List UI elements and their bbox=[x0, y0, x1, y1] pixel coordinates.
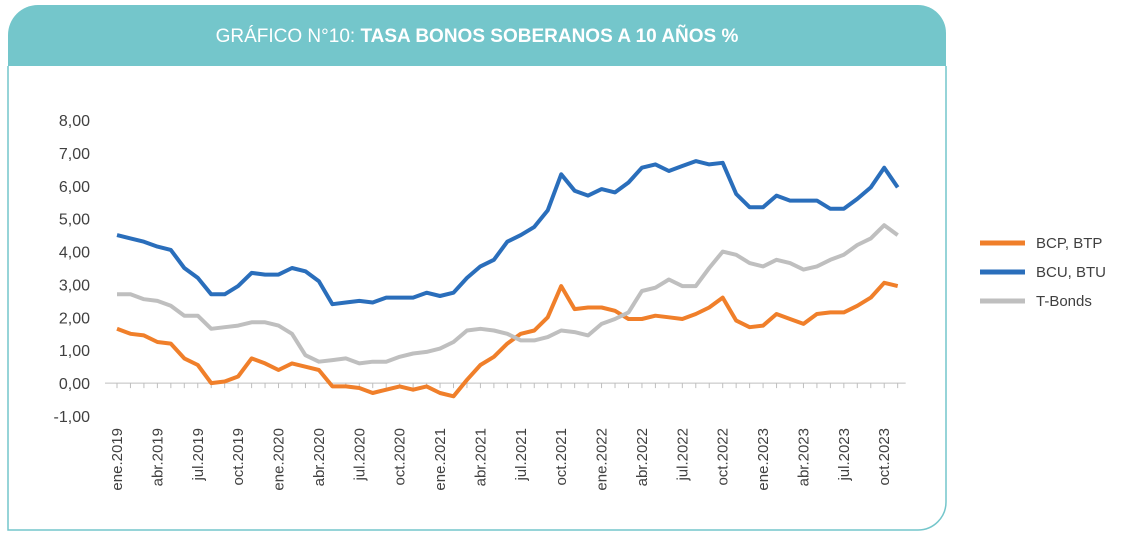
x-tick-label: oct.2020 bbox=[392, 428, 409, 486]
series-line bbox=[116, 159, 900, 307]
x-tick-label: jul.2021 bbox=[513, 428, 530, 482]
x-tick-label: jul.2023 bbox=[836, 428, 853, 482]
x-tick-label: oct.2021 bbox=[553, 428, 570, 486]
series-line bbox=[116, 280, 899, 399]
x-tick-label: abr.2021 bbox=[472, 428, 489, 486]
x-tick-label: ene.2023 bbox=[755, 428, 772, 491]
x-tick-label: abr.2022 bbox=[634, 428, 651, 486]
x-tick-label: oct.2019 bbox=[230, 428, 247, 486]
y-tick-label: -1,00 bbox=[54, 409, 91, 426]
title-main: TASA BONOS SOBERANOS A 10 AÑOS % bbox=[360, 25, 738, 47]
legend-label: T-Bonds bbox=[1036, 293, 1092, 310]
x-tick-label: abr.2020 bbox=[311, 428, 328, 486]
header-bar bbox=[8, 5, 946, 66]
y-tick-label: 0,00 bbox=[59, 376, 90, 393]
x-tick-label: jul.2020 bbox=[351, 428, 368, 482]
legend-label: BCU, BTU bbox=[1036, 264, 1106, 281]
title-prefix: GRÁFICO N°10: bbox=[216, 26, 356, 47]
y-tick-label: 6,00 bbox=[59, 179, 90, 196]
x-tick-label: jul.2022 bbox=[674, 428, 691, 482]
y-tick-label: 4,00 bbox=[59, 245, 90, 262]
y-tick-label: 8,00 bbox=[59, 113, 90, 130]
x-tick-label: jul.2019 bbox=[190, 428, 207, 482]
y-tick-label: 2,00 bbox=[59, 310, 90, 327]
y-tick-label: 5,00 bbox=[59, 212, 90, 229]
x-tick-label: abr.2023 bbox=[795, 428, 812, 486]
chart-title: GRÁFICO N°10: TASA BONOS SOBERANOS A 10 … bbox=[216, 25, 739, 47]
x-tick-label: ene.2022 bbox=[594, 428, 611, 491]
y-tick-label: 1,00 bbox=[59, 343, 90, 360]
series-line bbox=[117, 223, 899, 366]
x-tick-label: abr.2019 bbox=[149, 428, 166, 486]
x-tick-label: ene.2020 bbox=[271, 428, 288, 491]
legend-label: BCP, BTP bbox=[1036, 235, 1102, 252]
x-tick-label: oct.2023 bbox=[876, 428, 893, 486]
y-tick-label: 3,00 bbox=[59, 277, 90, 294]
card-border bbox=[7, 66, 947, 531]
x-tick-label: ene.2021 bbox=[432, 428, 449, 491]
x-tick-label: ene.2019 bbox=[109, 428, 126, 491]
x-tick-label: oct.2022 bbox=[715, 428, 732, 486]
y-tick-label: 7,00 bbox=[59, 146, 90, 163]
